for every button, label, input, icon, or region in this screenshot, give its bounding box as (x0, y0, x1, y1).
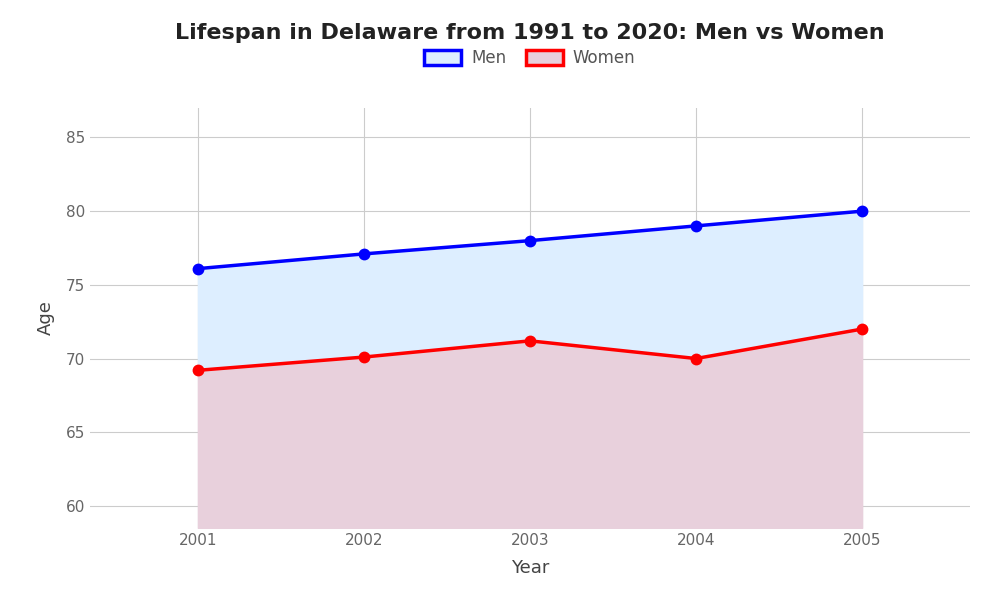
Legend: Men, Women: Men, Women (416, 41, 644, 76)
Y-axis label: Age: Age (37, 301, 55, 335)
Title: Lifespan in Delaware from 1991 to 2020: Men vs Women: Lifespan in Delaware from 1991 to 2020: … (175, 23, 885, 43)
X-axis label: Year: Year (511, 559, 549, 577)
